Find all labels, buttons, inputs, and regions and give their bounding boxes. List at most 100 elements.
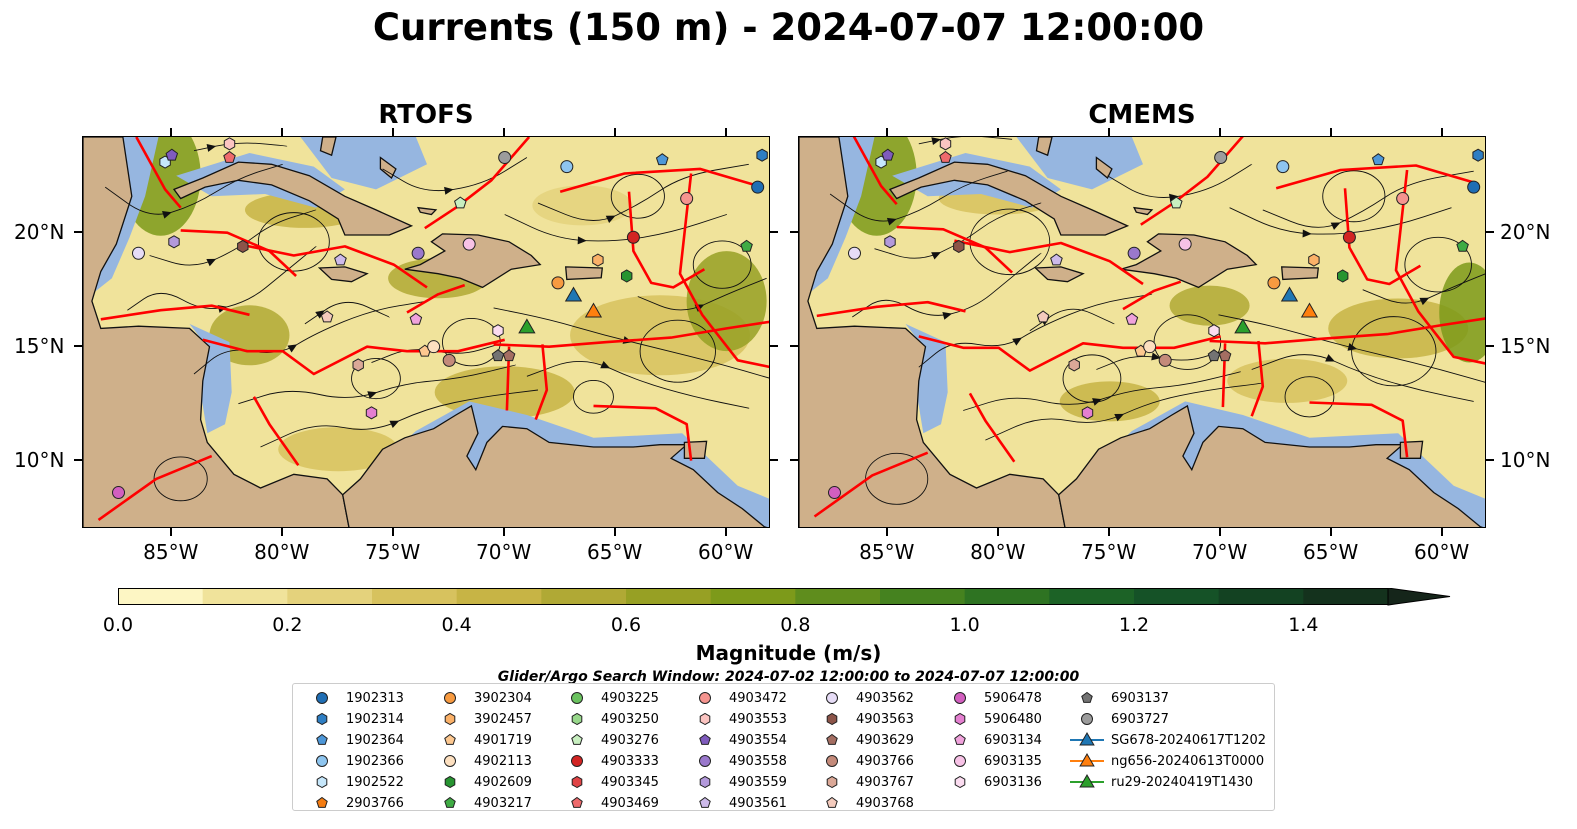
eez-boundary (813, 451, 929, 518)
legend-pentagon-marker (954, 733, 966, 745)
colorbar-tick-label: 0.8 (780, 614, 811, 636)
argo-float-marker (1125, 312, 1139, 325)
eez-boundary (816, 300, 966, 318)
streamline-arrow (1302, 229, 1312, 238)
argo-float-marker (1472, 148, 1484, 162)
legend-hexagon-marker (571, 775, 583, 789)
legend-circle-marker (954, 692, 966, 704)
eez-boundary (252, 396, 300, 466)
eez-boundary (852, 137, 898, 206)
legend-label: 6903727 (1111, 712, 1169, 727)
legend-label: 4902113 (474, 754, 532, 769)
streamline (193, 300, 428, 375)
current-magnitude-zone (1169, 285, 1250, 326)
legend-label: 4903250 (601, 712, 659, 727)
colorbar-segment (1049, 588, 1135, 605)
streamline (852, 252, 1042, 318)
colorbar-segment (1134, 588, 1220, 605)
colorbar-segment (202, 588, 288, 605)
argo-float-marker (352, 358, 364, 372)
argo-float-marker (1208, 324, 1220, 338)
argo-float-marker (1308, 253, 1320, 267)
argo-float-marker (740, 239, 753, 252)
eez-boundary (1275, 164, 1479, 190)
legend-hexagon-marker (699, 712, 711, 726)
legend-glider-marker (1079, 773, 1095, 788)
argo-float-marker (680, 192, 694, 206)
streamline-arrow (1419, 297, 1430, 306)
lon-tick-label: 75°W (1081, 540, 1137, 564)
argo-float-marker (884, 235, 896, 249)
lat-tick-label-right: 10°N (1500, 447, 1551, 472)
legend-pentagon-marker (699, 733, 711, 745)
streamline-arrow (577, 236, 587, 245)
lat-tick-label-left: 20°N (14, 219, 65, 244)
eddy-streamline (1351, 316, 1437, 387)
streamline (127, 245, 317, 311)
legend-hexagon-marker (444, 775, 456, 789)
land-jamaica (317, 266, 369, 283)
argo-float-marker (1068, 358, 1080, 372)
legend-label: 4903276 (601, 733, 659, 748)
lon-tick-label: 85°W (143, 540, 199, 564)
legend-hexagon-marker (699, 775, 711, 789)
glider-marker (1234, 318, 1252, 334)
argo-float-marker (237, 239, 249, 253)
argo-float-marker (828, 486, 842, 500)
streamline (1029, 308, 1115, 332)
argo-float-marker (1081, 406, 1094, 420)
eddy-streamline (1284, 376, 1335, 418)
current-magnitude-zone (1328, 298, 1469, 359)
lat-tick (74, 458, 82, 461)
lon-tick (996, 528, 999, 536)
lat-tick-label-left: 10°N (14, 447, 65, 472)
legend-circle-marker (316, 755, 328, 767)
colorbar-segment (795, 588, 881, 605)
map-panel-cmems[interactable] (798, 136, 1486, 528)
argo-float-marker (881, 148, 895, 161)
streamline-arrow (931, 137, 941, 146)
eez-boundary (1394, 169, 1485, 365)
legend-label: 4903217 (474, 796, 532, 811)
land-trinidad (1399, 440, 1424, 459)
lon-tick (169, 528, 172, 536)
lat-tick (74, 230, 82, 233)
streamline-arrow (886, 217, 897, 226)
lat-tick (1486, 458, 1494, 461)
legend-hexagon-marker (316, 775, 328, 789)
colorbar-segment (1303, 588, 1389, 605)
land-south-america (341, 404, 768, 527)
argo-float-marker (1342, 230, 1356, 244)
legend-pentagon-marker (699, 796, 711, 808)
legend-pentagon-marker (826, 796, 838, 808)
eez-boundary (180, 229, 297, 277)
legend-glider-marker (1079, 752, 1095, 767)
glider-marker (518, 318, 536, 334)
argo-float-marker (112, 486, 126, 500)
argo-float-marker (1143, 340, 1157, 354)
argo-float-marker (621, 269, 633, 283)
legend-label: 5906478 (984, 691, 1042, 706)
eez-boundary (593, 404, 693, 461)
argo-float-marker (411, 246, 425, 260)
streamline-arrow (367, 391, 378, 399)
streamline (537, 163, 749, 221)
argo-float-marker (1456, 239, 1469, 252)
lon-tick-label: 70°W (476, 540, 532, 564)
argo-float-marker (1036, 310, 1050, 323)
streamline (918, 293, 1153, 368)
legend-pentagon-marker (1081, 691, 1093, 703)
streamline (1262, 170, 1474, 228)
lon-tick (1107, 528, 1110, 536)
streamline (1229, 207, 1452, 235)
eez-boundary (406, 283, 466, 314)
legend-hexagon-marker (954, 712, 966, 726)
lon-tick-label: 65°W (1303, 540, 1359, 564)
legend-hexagon-marker (826, 775, 838, 789)
lon-tick (502, 528, 505, 536)
lat-tick (790, 230, 798, 233)
argo-float-marker (1178, 237, 1192, 251)
argo-float-marker (655, 153, 669, 166)
panel-title-rtofs: RTOFS (378, 100, 474, 130)
map-panel-rtofs[interactable] (82, 136, 770, 528)
